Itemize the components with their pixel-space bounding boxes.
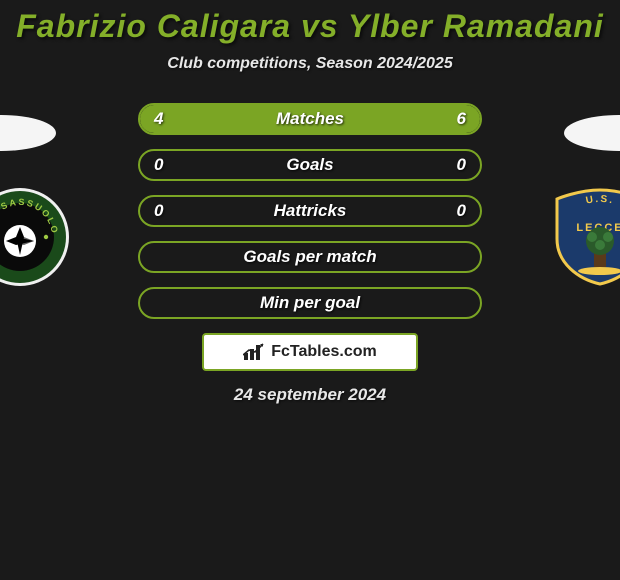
comparison-widget: Fabrizio Caligara vs Ylber Ramadani Club… — [0, 0, 620, 405]
stat-bar: 0 0 Hattricks — [138, 195, 482, 227]
stat-bar: 4 6 Matches — [138, 103, 482, 135]
stat-label: Matches — [276, 109, 344, 129]
club-badge-right: U.S. LECCE — [550, 187, 620, 287]
lecce-badge-icon: U.S. LECCE — [550, 187, 620, 287]
date-label: 24 september 2024 — [0, 385, 620, 405]
bar-chart-icon — [243, 343, 265, 361]
page-title: Fabrizio Caligara vs Ylber Ramadani — [0, 8, 620, 45]
right-column: U.S. LECCE — [500, 103, 620, 287]
vs-label: vs — [301, 8, 339, 44]
player1-name: Fabrizio Caligara — [16, 8, 291, 44]
player2-photo-placeholder — [564, 115, 620, 151]
stat-right-value: 6 — [457, 109, 466, 129]
player2-name: Ylber Ramadani — [348, 8, 604, 44]
branding-text: FcTables.com — [271, 343, 377, 361]
subtitle: Club competitions, Season 2024/2025 — [0, 55, 620, 73]
club-badge-left: U.S. SASSUOLO — [0, 187, 70, 287]
stat-label: Min per goal — [260, 293, 360, 313]
stat-label: Hattricks — [274, 201, 347, 221]
stat-left-value: 4 — [154, 109, 163, 129]
stat-left-value: 0 — [154, 201, 163, 221]
stat-right-value: 0 — [457, 201, 466, 221]
branding-box[interactable]: FcTables.com — [202, 333, 418, 371]
stats-column: 4 6 Matches 0 0 Goals 0 0 Hattricks Goals per mat… — [120, 103, 500, 319]
stat-label: Goals per match — [243, 247, 376, 267]
sassuolo-badge-icon: U.S. SASSUOLO — [0, 187, 70, 287]
stat-bar: Goals per match — [138, 241, 482, 273]
stat-bar: Min per goal — [138, 287, 482, 319]
stat-label: Goals — [286, 155, 333, 175]
stat-left-value: 0 — [154, 155, 163, 175]
player1-photo-placeholder — [0, 115, 56, 151]
stat-bar: 0 0 Goals — [138, 149, 482, 181]
main-row: U.S. SASSUOLO 4 6 Matches 0 0 Goals 0 0 Hattrick… — [0, 103, 620, 319]
stat-right-value: 0 — [457, 155, 466, 175]
left-column: U.S. SASSUOLO — [0, 103, 120, 287]
